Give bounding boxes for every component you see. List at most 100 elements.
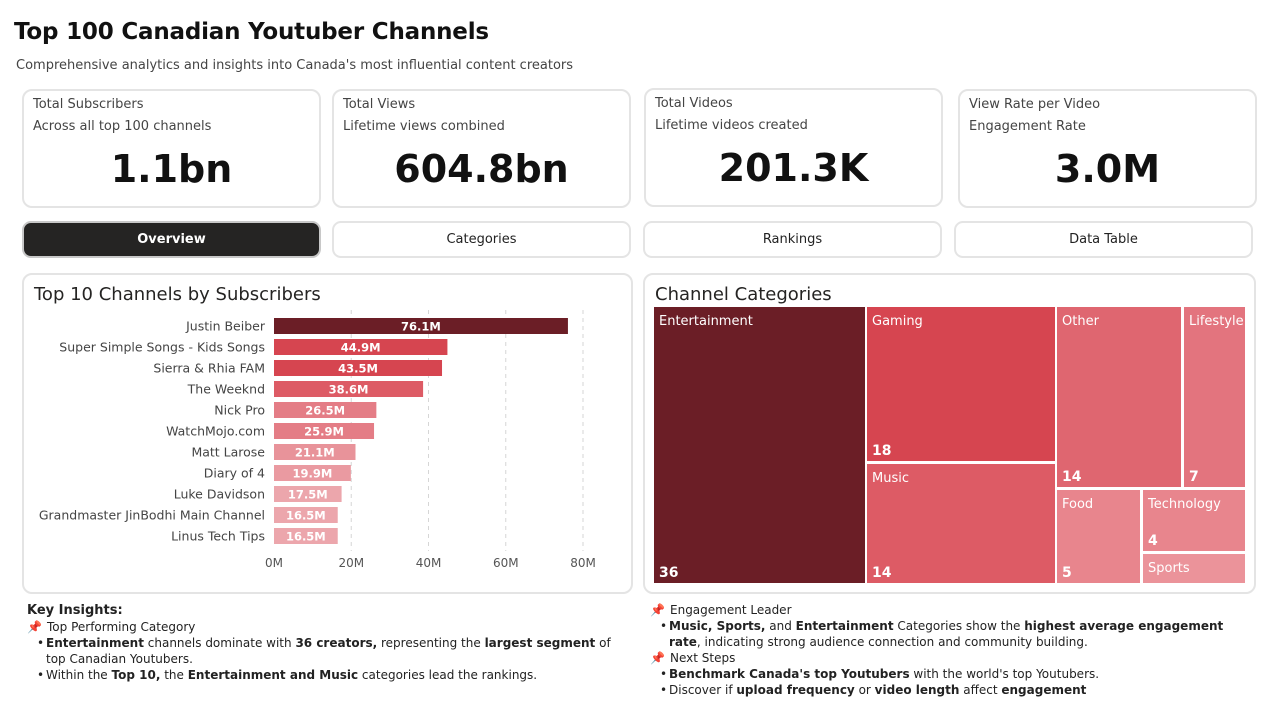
treemap-panel: Channel Categories Entertainment 36 Gaming… — [643, 273, 1256, 594]
bar-value-label: 19.9M — [293, 467, 333, 481]
category-label: Justin Beiber — [185, 319, 266, 334]
treemap-tile-entertainment[interactable]: Entertainment 36 — [654, 307, 865, 583]
kpi-sublabel: Engagement Rate — [969, 119, 1086, 134]
bar[interactable] — [274, 339, 448, 355]
x-tick-label: 20M — [338, 556, 364, 570]
bar-value-label: 21.1M — [295, 446, 335, 460]
treemap-tile-value: 36 — [659, 565, 678, 581]
insight-section-header: 📌 Engagement Leader — [650, 602, 1250, 618]
key-insights-heading: Key Insights: — [27, 603, 123, 618]
kpi-value: 201.3K — [718, 146, 869, 190]
bar[interactable] — [274, 528, 338, 544]
insight-bullet: Music, Sports, and Entertainment Categor… — [660, 618, 1250, 650]
kpi-label: Total Videos — [655, 96, 733, 111]
bar-chart-title: Top 10 Channels by Subscribers — [34, 284, 321, 305]
treemap-tile-lifestyle[interactable]: Lifestyle 7 — [1184, 307, 1245, 487]
kpi-card-view-rate: View Rate per Video Engagement Rate 3.0M — [958, 89, 1257, 208]
treemap-tile-food[interactable]: Food 5 — [1057, 490, 1140, 583]
treemap-tile-value: 4 — [1148, 533, 1158, 549]
treemap-tile-label: Food — [1062, 497, 1093, 512]
kpi-sublabel: Lifetime views combined — [343, 119, 505, 134]
bar-chart-panel: Top 10 Channels by Subscribers 0M 20M 40M 6… — [22, 273, 633, 594]
bar[interactable] — [274, 465, 351, 481]
key-insights: Key Insights: 📌 Top Performing Category … — [27, 603, 617, 683]
bar[interactable] — [274, 486, 342, 502]
insight-section-title: Engagement Leader — [670, 603, 792, 617]
treemap-tile-value: 18 — [872, 443, 891, 459]
pushpin-icon: 📌 — [27, 620, 42, 634]
treemap-tile-label: Technology — [1147, 497, 1221, 512]
bar-value-label: 16.5M — [286, 530, 326, 544]
tab-rankings[interactable]: Rankings — [643, 221, 942, 258]
category-label: Sierra & Rhia FAM — [153, 361, 265, 376]
insight-bullet-list: Benchmark Canada's top Youtubers with th… — [650, 666, 1250, 698]
insight-section-header: 📌 Next Steps — [650, 650, 1250, 666]
bar-value-label: 16.5M — [286, 509, 326, 523]
treemap-tile[interactable] — [1184, 307, 1245, 487]
bar[interactable] — [274, 423, 375, 439]
kpi-label: Total Subscribers — [33, 97, 144, 112]
bar-value-label: 44.9M — [341, 341, 381, 355]
kpi-card-total-videos: Total Videos Lifetime videos created 201… — [644, 88, 943, 207]
insight-bullet: Benchmark Canada's top Youtubers with th… — [660, 666, 1250, 682]
insight-section-title: Next Steps — [670, 651, 736, 665]
category-label: Nick Pro — [214, 403, 265, 418]
bar[interactable] — [274, 318, 568, 334]
treemap-tile-label: Gaming — [872, 314, 923, 329]
kpi-card-total-views: Total Views Lifetime views combined 604.… — [332, 89, 631, 208]
page-subtitle: Comprehensive analytics and insights int… — [16, 58, 574, 73]
category-label: Linus Tech Tips — [171, 529, 265, 544]
insight-bullet-list: Music, Sports, and Entertainment Categor… — [650, 618, 1250, 650]
bar-value-label: 43.5M — [338, 362, 378, 376]
category-label: Super Simple Songs - Kids Songs — [59, 340, 265, 355]
treemap-title: Channel Categories — [655, 284, 832, 305]
bar[interactable] — [274, 381, 424, 397]
x-tick-label: 60M — [493, 556, 519, 570]
treemap-tile-label: Entertainment — [659, 314, 753, 329]
treemap-tile[interactable] — [654, 307, 865, 583]
treemap-tile[interactable] — [867, 307, 1055, 461]
insight-section-header: 📌 Top Performing Category — [27, 619, 617, 635]
treemap-tile-other[interactable]: Other 14 — [1057, 307, 1181, 487]
bar[interactable] — [274, 402, 377, 418]
treemap-tile-label: Lifestyle — [1189, 314, 1244, 329]
treemap-tile-music[interactable]: Music 14 — [867, 464, 1055, 583]
category-label: Grandmaster JinBodhi Main Channel — [39, 508, 265, 523]
treemap-tile-value: 14 — [1062, 469, 1082, 485]
pushpin-icon: 📌 — [650, 603, 665, 617]
x-tick-label: 0M — [265, 556, 283, 570]
treemap-tile-technology[interactable]: Technology 4 — [1143, 490, 1245, 551]
insight-bullet: Within the Top 10, the Entertainment and… — [37, 667, 617, 683]
category-label: Luke Davidson — [174, 487, 265, 502]
bar[interactable] — [274, 444, 356, 460]
treemap-tile[interactable] — [1057, 490, 1140, 583]
bar[interactable] — [274, 507, 338, 523]
bar-value-label: 17.5M — [288, 488, 328, 502]
treemap-chart: Entertainment 36 Gaming 18 Music 14 Other 14 Lif… — [654, 307, 1245, 583]
category-label: Matt Larose — [191, 445, 265, 460]
category-label: WatchMojo.com — [166, 424, 265, 439]
treemap-tile[interactable] — [1057, 307, 1181, 487]
bar[interactable] — [274, 360, 443, 376]
kpi-card-total-subscribers: Total Subscribers Across all top 100 cha… — [22, 89, 321, 208]
treemap-tile-value: 7 — [1189, 469, 1199, 485]
treemap-tile-gaming[interactable]: Gaming 18 — [867, 307, 1055, 461]
category-label: The Weeknd — [187, 382, 265, 397]
insight-bullet: Entertainment channels dominate with 36 … — [37, 635, 617, 667]
treemap-tile-label: Other — [1062, 314, 1100, 329]
insight-bullet-list: Entertainment channels dominate with 36 … — [27, 635, 617, 683]
bar-value-label: 38.6M — [329, 383, 369, 397]
treemap-tile-sports[interactable]: Sports — [1143, 554, 1245, 583]
treemap-tile[interactable] — [1143, 554, 1245, 583]
treemap-tile[interactable] — [1143, 490, 1245, 551]
page-title: Top 100 Canadian Youtuber Channels — [14, 19, 489, 45]
kpi-value: 1.1bn — [110, 147, 233, 191]
tab-overview[interactable]: Overview — [22, 221, 321, 258]
tab-data-table[interactable]: Data Table — [954, 221, 1253, 258]
tab-categories[interactable]: Categories — [332, 221, 631, 258]
treemap-tile-label: Music — [872, 471, 909, 486]
insight-bullet: Discover if upload frequency or video le… — [660, 682, 1250, 698]
pushpin-icon: 📌 — [650, 651, 665, 665]
insight-section-title: Top Performing Category — [47, 620, 196, 634]
treemap-tile[interactable] — [867, 464, 1055, 583]
